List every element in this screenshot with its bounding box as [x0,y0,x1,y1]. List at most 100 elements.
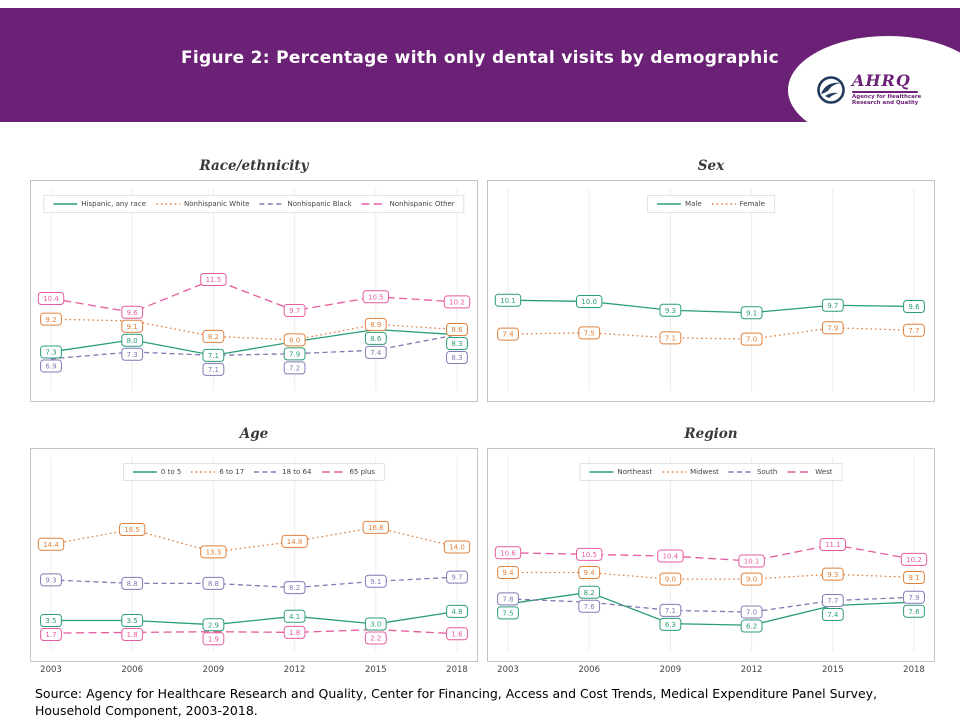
legend-item-midwest: Midwest [662,468,719,476]
data-point-label: 7.1 [659,603,682,617]
svg-text:1.8: 1.8 [127,631,138,639]
svg-text:4.8: 4.8 [451,608,462,616]
series-line-hispanic-any-race [50,328,458,357]
svg-text:7.9: 7.9 [289,350,300,358]
svg-text:9.4: 9.4 [584,569,596,577]
legend-line-sample [657,203,682,205]
chart-canvas: 10.4 9.2 7.3 6.9 9.6 9.1 8.0 7.3 11.5 8.2 7.1 7.1 9.… [37,189,471,391]
data-point-label: 7.3 [40,345,62,359]
data-point-label: 8.6 [364,331,387,345]
series-line-northeast [507,591,915,626]
svg-text:9.3: 9.3 [45,577,56,585]
data-point-label: 16.5 [119,523,146,536]
svg-text:8.2: 8.2 [289,584,300,592]
x-axis-label: 2003 [497,665,519,675]
data-point-label: 3.5 [121,614,144,627]
legend-label: 6 to 17 [219,468,245,476]
data-point-label: 3.5 [40,614,62,627]
data-point-label: 10.4 [37,291,65,305]
legend-item-northeast: Northeast [589,468,652,476]
data-point-label: 1.9 [202,632,225,646]
chart-canvas: 10.1 7.4 10.0 7.5 9.3 7.1 9.1 7.0 9.7 7.9 9.6 7.7 [494,189,925,391]
ahrq-acronym: AHRQ [852,71,911,91]
data-point-label: 8.8 [202,576,225,590]
svg-text:7.1: 7.1 [665,607,676,615]
svg-text:9.3: 9.3 [665,307,676,315]
legend-line-sample [711,203,736,205]
svg-text:10.5: 10.5 [581,551,597,559]
svg-text:8.3: 8.3 [451,354,462,362]
svg-text:1.8: 1.8 [289,629,300,637]
data-point-label: 7.5 [578,326,601,340]
data-point-label: 8.3 [446,351,468,365]
legend-label: West [815,468,833,476]
legend-label: 18 to 64 [282,468,312,476]
legend-line-sample [254,471,279,473]
svg-text:9.7: 9.7 [827,302,838,310]
data-point-label: 7.9 [821,321,844,335]
figure-title: Figure 2: Percentage with only dental vi… [181,48,779,68]
svg-text:9.7: 9.7 [289,307,300,315]
data-point-label: 6.2 [740,619,763,633]
data-point-label: 14.0 [443,540,471,554]
data-point-label: 10.1 [738,554,765,568]
legend-line-sample [53,203,78,205]
series-line-female [507,327,915,340]
legend-item-nonhispanic-black: Nonhispanic Black [259,200,352,208]
svg-text:14.4: 14.4 [43,541,59,549]
data-point-label: 2.2 [364,631,387,645]
svg-text:11.5: 11.5 [206,276,222,284]
svg-text:8.3: 8.3 [451,340,462,348]
svg-text:10.1: 10.1 [744,558,760,566]
legend: Northeast Midwest South West [579,463,843,481]
series-line-nonhispanic-black [50,334,458,360]
x-axis-label: 2015 [821,665,844,675]
legend-item-18-to-64: 18 to 64 [254,468,311,476]
data-point-label: 10.5 [576,547,603,561]
data-point-label: 1.8 [283,625,306,639]
legend-label: South [756,468,778,476]
svg-text:7.1: 7.1 [208,352,219,360]
legend-line-sample [787,471,812,473]
svg-text:8.0: 8.0 [289,336,300,344]
data-point-label: 10.6 [494,546,522,560]
data-point-label: 6.9 [40,359,62,373]
legend-label: Midwest [690,468,719,476]
figure-header: Figure 2: Percentage with only dental vi… [0,8,960,122]
svg-text:6.9: 6.9 [45,363,56,371]
data-point-label: 7.0 [740,605,763,619]
svg-text:10.6: 10.6 [500,549,516,557]
data-point-label: 7.7 [903,323,925,337]
data-point-label: 8.6 [446,323,468,337]
series-line-nonhispanic-other [50,278,458,313]
legend-item-nonhispanic-white: Nonhispanic White [155,200,250,208]
data-point-label: 7.4 [497,327,519,341]
data-point-label: 13.3 [200,545,227,559]
panel-title-region: Region [684,426,738,442]
x-axis-label: 2018 [446,665,468,675]
legend-line-sample [728,471,753,473]
svg-text:7.0: 7.0 [746,336,757,344]
legend-line-sample [155,203,180,205]
svg-text:7.1: 7.1 [665,334,676,342]
data-point-label: 10.1 [494,293,522,307]
data-point-label: 9.7 [821,298,844,312]
svg-text:7.7: 7.7 [908,327,919,335]
svg-text:16.8: 16.8 [368,524,384,532]
x-axis-label: 2015 [364,665,387,675]
data-point-label: 7.6 [578,599,601,613]
data-point-label: 10.2 [443,295,471,309]
legend-item-nonhispanic-other: Nonhispanic Other [361,200,455,208]
data-point-label: 7.5 [497,606,519,620]
svg-text:10.0: 10.0 [581,298,597,306]
source-note: Source: Agency for Healthcare Research a… [35,686,878,718]
data-point-label: 9.6 [903,299,925,313]
panel-title-race-ethnicity: Race/ethnicity [199,158,309,174]
svg-text:9.6: 9.6 [127,309,139,317]
data-point-label: 8.8 [121,576,144,590]
chart-region: 10.6 9.4 7.8 7.5 10.5 9.4 8.2 7.6 10.4 9.0 7.1 6.3 1… [487,448,935,662]
data-point-label: 9.1 [121,319,144,333]
svg-text:9.1: 9.1 [746,309,757,317]
svg-text:6.2: 6.2 [746,623,757,631]
svg-text:14.0: 14.0 [449,544,465,552]
